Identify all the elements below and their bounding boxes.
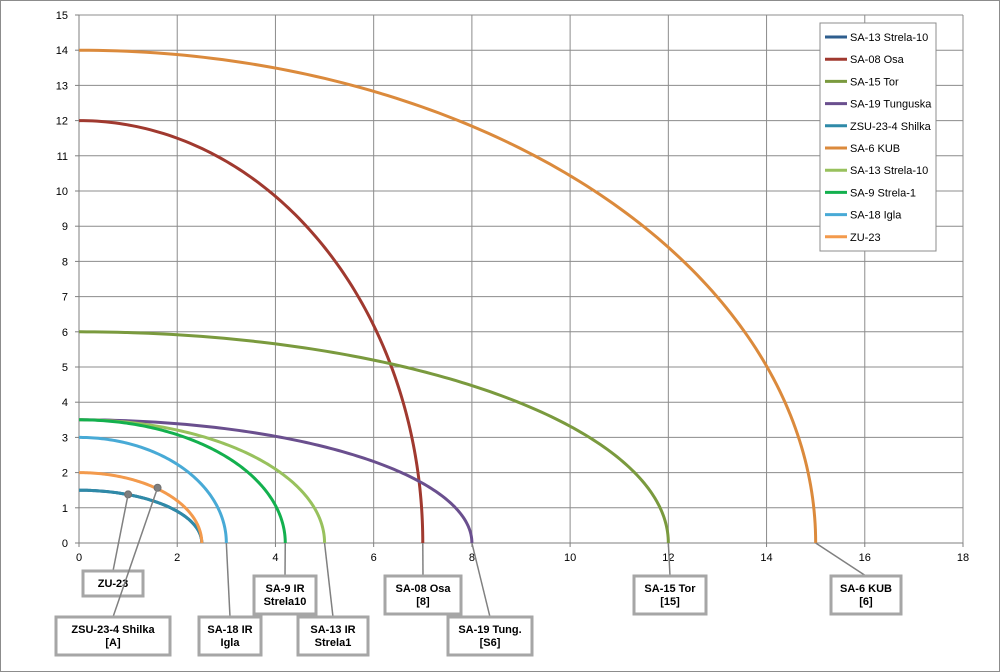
callout-label: SA-19 Tung.: [458, 624, 521, 636]
callout-label: [15]: [660, 596, 680, 608]
y-tick-label: 3: [62, 432, 68, 444]
x-tick-label: 16: [859, 552, 871, 564]
y-tick-label: 9: [62, 221, 68, 233]
y-tick-label: 14: [56, 45, 68, 57]
y-tick-label: 13: [56, 80, 68, 92]
legend-label: ZU-23: [850, 232, 881, 244]
callout-leader: [112, 494, 129, 572]
series-line-6: [78, 48, 818, 544]
x-tick-label: 6: [371, 552, 377, 564]
callout-leader: [323, 542, 334, 618]
y-tick-label: 8: [62, 256, 68, 268]
callout-leader: [471, 542, 491, 618]
callout-label: Strela10: [264, 596, 307, 608]
legend: SA-13 Strela-10 SA-08 Osa SA-15 Tor SA-19 T…: [819, 22, 937, 252]
legend-label: SA-15 Tor: [850, 76, 899, 88]
series-line-8: [78, 418, 287, 544]
series-layer: [78, 48, 818, 544]
callout-label: Igla: [221, 637, 241, 649]
y-tick-label: 12: [56, 116, 68, 128]
callout-label: SA-9 IR: [265, 583, 304, 595]
x-tick-label: 2: [174, 552, 180, 564]
legend-label: SA-08 Osa: [850, 54, 905, 66]
callout-leader: [815, 542, 867, 577]
callout-leader: [667, 542, 671, 577]
callout-box: [446, 615, 534, 657]
legend-box: [819, 22, 937, 252]
y-tick-label: 11: [57, 151, 68, 163]
callout-box: [81, 569, 145, 598]
x-tick-label: 0: [76, 552, 82, 564]
callout-leader: [112, 487, 159, 618]
callout-box: [296, 615, 370, 657]
callout-label: SA-08 Osa: [395, 583, 451, 595]
callout-label: SA-18 IR: [207, 624, 252, 636]
callout-box: [54, 615, 172, 657]
y-tick-label: 0: [62, 538, 68, 550]
series-line-9: [78, 435, 228, 544]
callout-label: ZU-23: [98, 578, 129, 590]
series-line-10: [78, 471, 204, 544]
callout-label: [S6]: [480, 637, 501, 649]
x-tick-label: 18: [957, 552, 969, 564]
callout-box: [197, 615, 263, 657]
legend-label: SA-18 Igla: [850, 210, 902, 222]
y-tick-label: 15: [56, 10, 68, 22]
callout-label: ZSU-23-4 Shilka: [71, 624, 155, 636]
callout-box: [252, 574, 318, 616]
series-line-7: [78, 418, 327, 544]
callout-label: SA-13 IR: [310, 624, 355, 636]
legend-label: SA-6 KUB: [850, 143, 900, 155]
callout-box: [632, 574, 708, 616]
callout-label: [A]: [105, 637, 121, 649]
legend-label: ZSU-23-4 Shilka: [850, 121, 932, 133]
series-line-5: [79, 488, 204, 544]
y-tick-label: 10: [56, 186, 68, 198]
y-tick-label: 5: [62, 362, 68, 374]
y-tick-label: 6: [62, 327, 68, 339]
y-tick-label: 4: [62, 397, 68, 409]
callout-label: [6]: [859, 596, 873, 608]
legend-label: SA-13 Strela-10: [850, 32, 928, 44]
callout-label: [8]: [416, 596, 430, 608]
callout-label: SA-6 KUB: [840, 583, 892, 595]
y-tick-label: 1: [62, 503, 68, 515]
callout-box: [829, 574, 903, 616]
legend-label: SA-9 Strela-1: [850, 187, 916, 199]
series-line-3: [78, 330, 670, 544]
series-line-2: [78, 119, 425, 544]
legend-label: SA-13 Strela-10: [850, 165, 928, 177]
y-tick-label: 7: [62, 292, 68, 304]
callout-label: SA-15 Tor: [644, 583, 696, 595]
series-line-4: [78, 418, 474, 544]
x-tick-label: 12: [662, 552, 674, 564]
legend-label: SA-19 Tunguska: [850, 99, 932, 111]
callout-box: [383, 574, 463, 616]
x-tick-label: 10: [564, 552, 576, 564]
y-tick-label: 2: [62, 468, 68, 480]
x-tick-label: 14: [760, 552, 772, 564]
callout-leader: [225, 542, 231, 618]
x-tick-label: 8: [469, 552, 475, 564]
callout-label: Strela1: [315, 637, 352, 649]
markers-layer: [124, 483, 162, 499]
x-tick-label: 4: [272, 552, 278, 564]
